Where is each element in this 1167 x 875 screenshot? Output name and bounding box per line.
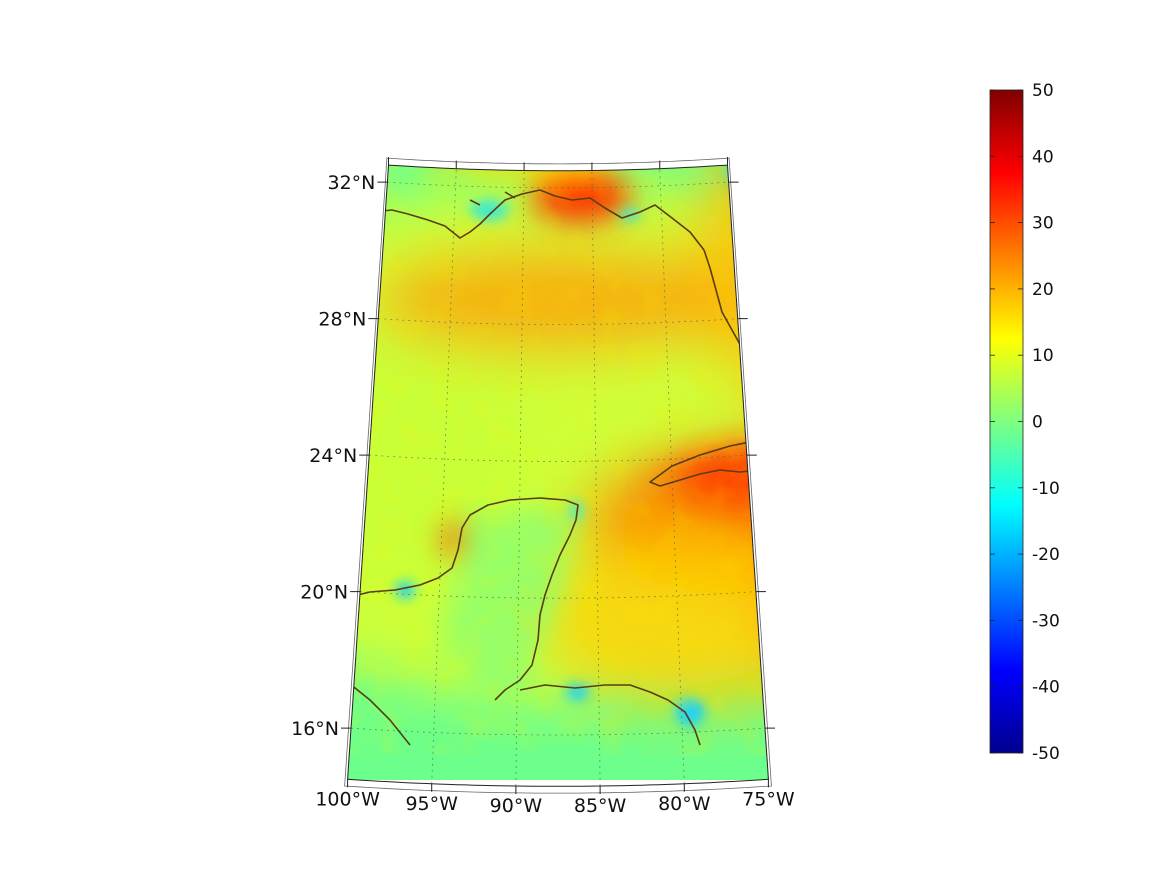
- longitude-label: 80°W: [658, 793, 711, 815]
- central-america-coastline: [347, 644, 411, 746]
- longitude-label: 100°W: [315, 788, 380, 810]
- colorbar: 50 40 30 20 10 0 -10 -20 -30 -40 -50: [989, 81, 1060, 764]
- latitude-label: 24°N: [309, 445, 357, 467]
- longitude-label: 95°W: [405, 793, 458, 815]
- meridian-line: [515, 170, 525, 787]
- bahamas-coastline: [800, 300, 935, 440]
- meridian-line: [591, 170, 601, 787]
- jamaica-coastline: [850, 586, 912, 605]
- colorbar-ticks: 50 40 30 20 10 0 -10 -20 -30 -40 -50: [990, 81, 1060, 764]
- colorbar-tick-label: 20: [1032, 280, 1054, 300]
- longitude-label: 90°W: [490, 795, 543, 817]
- latitude-label: 28°N: [318, 309, 366, 331]
- colorbar-tick-label: 40: [1032, 147, 1054, 167]
- longitude-label: 75°W: [742, 788, 795, 810]
- data-field: [347, 165, 769, 780]
- latitude-label: 20°N: [300, 582, 348, 604]
- meridian-line: [431, 168, 457, 784]
- latitude-labels: 16°N 20°N 24°N 28°N 32°N: [291, 172, 375, 740]
- colorbar-tick-label: -20: [1032, 545, 1060, 565]
- longitude-label: 85°W: [574, 795, 627, 817]
- honduras-coastline: [519, 684, 701, 746]
- colorbar-tick-label: -50: [1032, 744, 1060, 764]
- latitude-label: 16°N: [291, 718, 339, 740]
- colorbar-tick-label: -40: [1032, 678, 1060, 698]
- parallel-line: [360, 591, 756, 599]
- gulf-coastline: [347, 189, 705, 701]
- longitude-labels: 100°W 95°W 90°W 85°W 80°W 75°W: [315, 788, 795, 817]
- map-outer-border: [344, 157, 772, 794]
- latitude-label: 32°N: [328, 172, 376, 194]
- colorbar-tick-label: -10: [1032, 479, 1060, 499]
- map-frame: [341, 157, 775, 795]
- hispaniola-coastline: [905, 540, 965, 582]
- colorbar-tick-label: 50: [1032, 81, 1054, 101]
- colorbar-tick-label: 0: [1032, 413, 1043, 433]
- colorbar-tick-label: 10: [1032, 346, 1054, 366]
- cuba-coastline: [649, 439, 769, 516]
- colorbar-tick-label: 30: [1032, 214, 1054, 234]
- colorbar-tick-label: -30: [1032, 611, 1060, 631]
- meridian-line: [659, 168, 685, 784]
- map-border: [347, 164, 769, 787]
